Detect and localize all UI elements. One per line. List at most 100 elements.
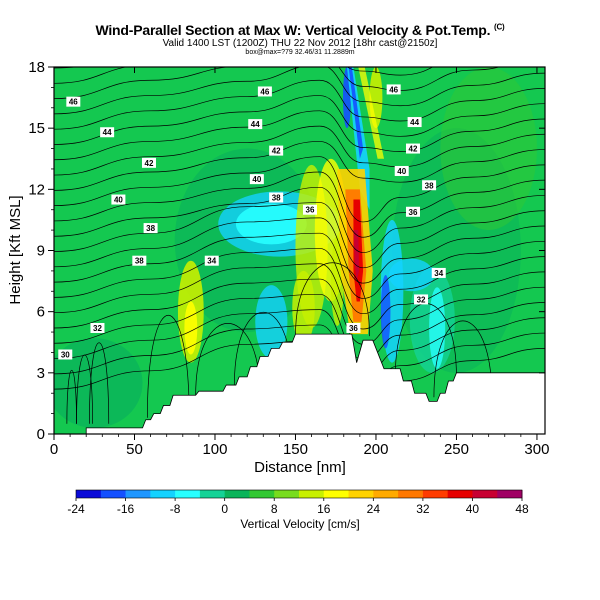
colorbar-tick-label: -8 bbox=[170, 502, 181, 516]
contour-label-text: 34 bbox=[434, 269, 443, 278]
colorbar-swatch bbox=[373, 490, 399, 498]
colorbar-swatch bbox=[150, 490, 176, 498]
contour-label-box bbox=[58, 349, 73, 360]
contour-label: 30 bbox=[58, 349, 73, 360]
theta-contour bbox=[54, 141, 545, 191]
y-tick-label: 3 bbox=[37, 365, 45, 382]
colorbar-frame bbox=[75, 489, 523, 499]
contour-label-text: 40 bbox=[114, 196, 123, 205]
contour-label-text: 40 bbox=[397, 167, 406, 176]
contour-label-text: 46 bbox=[389, 85, 398, 94]
x-tick-label: 100 bbox=[202, 441, 227, 458]
contour-label-box bbox=[90, 322, 105, 333]
contour-label-box bbox=[111, 194, 126, 205]
contour-label-text: 42 bbox=[272, 147, 281, 156]
contour-label: 44 bbox=[248, 119, 263, 130]
contour-label-box bbox=[269, 192, 284, 203]
contour-label-box bbox=[248, 119, 263, 130]
theta-contour-low bbox=[195, 323, 261, 396]
colorbar-tick-label: -24 bbox=[67, 502, 85, 516]
theta-contour bbox=[54, 110, 545, 161]
copyright-mark: (C) bbox=[494, 22, 505, 32]
velocity-cell bbox=[255, 285, 288, 359]
contour-label-box bbox=[204, 255, 219, 266]
colorbar-tick-label: 32 bbox=[416, 502, 430, 516]
contour-label: 32 bbox=[414, 294, 429, 305]
contour-label-text: 44 bbox=[410, 118, 419, 127]
contour-label-box bbox=[141, 157, 156, 168]
contour-label: 44 bbox=[407, 117, 422, 128]
theta-contour bbox=[54, 248, 545, 315]
theta-contour-low bbox=[295, 262, 370, 337]
contour-label-text: 46 bbox=[260, 87, 269, 96]
contour-label: 34 bbox=[431, 267, 446, 278]
contour-label-text: 32 bbox=[93, 324, 102, 333]
colorbar-swatch bbox=[348, 490, 374, 498]
velocity-cell bbox=[440, 67, 537, 231]
y-axis-title: Height [Kft MSL] bbox=[7, 195, 24, 304]
colorbar-tick-label: 24 bbox=[367, 502, 381, 516]
colorbar-swatch bbox=[199, 490, 226, 498]
theta-contour-low bbox=[66, 370, 77, 424]
contour-label-text: 36 bbox=[306, 206, 315, 215]
x-tick-label: 250 bbox=[444, 441, 469, 458]
contour-label-text: 44 bbox=[103, 128, 112, 137]
velocity-cell bbox=[429, 287, 446, 369]
contour-label-box bbox=[346, 322, 361, 333]
theta-contour bbox=[54, 125, 545, 176]
colorbar-label: Vertical Velocity [cm/s] bbox=[240, 517, 359, 531]
contour-label: 46 bbox=[386, 84, 401, 95]
theta-contour bbox=[54, 217, 545, 284]
theta-contour-low bbox=[76, 354, 93, 424]
velocity-field bbox=[54, 67, 537, 428]
colorbar-swatch bbox=[100, 490, 127, 498]
theta-contour bbox=[54, 186, 545, 253]
contour-label-box bbox=[100, 127, 115, 138]
terrain bbox=[54, 333, 545, 434]
contour-label-box bbox=[414, 294, 429, 305]
colorbar-swatch bbox=[422, 490, 449, 498]
contour-label-box bbox=[405, 206, 420, 217]
contour-label-text: 46 bbox=[69, 98, 78, 107]
theta-contour-low bbox=[89, 342, 110, 424]
contour-label-text: 38 bbox=[146, 224, 155, 233]
colorbar-tick-label: 48 bbox=[515, 502, 529, 516]
contour-label: 38 bbox=[132, 255, 147, 266]
contour-label: 34 bbox=[204, 255, 219, 266]
colorbar-swatch bbox=[249, 490, 275, 498]
theta-contour bbox=[54, 67, 545, 115]
contour-label-box bbox=[431, 267, 446, 278]
theta-contour bbox=[54, 309, 545, 376]
plot-area: 46 46 46 44 44 44 42 42 42 40 40 40 38 38 38 38 36 36 34 34… bbox=[54, 67, 545, 434]
contour-label-text: 36 bbox=[349, 324, 358, 333]
theta-contour bbox=[54, 278, 545, 345]
colorbar-swatch bbox=[299, 490, 325, 498]
colorbar-swatch bbox=[224, 490, 250, 498]
contour-label-text: 42 bbox=[145, 159, 154, 168]
contour-label-text: 30 bbox=[61, 350, 70, 359]
colorbar-tick-label: 40 bbox=[466, 502, 480, 516]
contour-label: 38 bbox=[422, 180, 437, 191]
downdraft-core bbox=[348, 67, 364, 159]
contour-label: 40 bbox=[111, 194, 126, 205]
contour-label: 32 bbox=[90, 322, 105, 333]
x-tick-label: 0 bbox=[50, 441, 58, 458]
contour-label-box bbox=[407, 117, 422, 128]
y-tick-label: 12 bbox=[28, 181, 45, 198]
chart-info-line: box@max=?79 32.46/31 11.2889m bbox=[245, 49, 355, 56]
theta-contour bbox=[54, 293, 545, 360]
contour-label-text: 36 bbox=[409, 208, 418, 217]
colorbar-tick-label: -16 bbox=[117, 502, 135, 516]
colorbar-swatch bbox=[472, 490, 498, 498]
colorbar-swatch bbox=[125, 490, 151, 498]
theta-contour bbox=[54, 202, 545, 269]
contour-label-box bbox=[132, 255, 147, 266]
x-axis-title: Distance [nm] bbox=[254, 459, 346, 476]
x-tick-label: 150 bbox=[283, 441, 308, 458]
y-tick-label: 9 bbox=[37, 243, 45, 260]
contour-label-text: 42 bbox=[409, 145, 418, 154]
contour-label-text: 34 bbox=[207, 257, 216, 266]
contour-label: 40 bbox=[249, 174, 264, 185]
theta-contour-low bbox=[147, 314, 190, 418]
